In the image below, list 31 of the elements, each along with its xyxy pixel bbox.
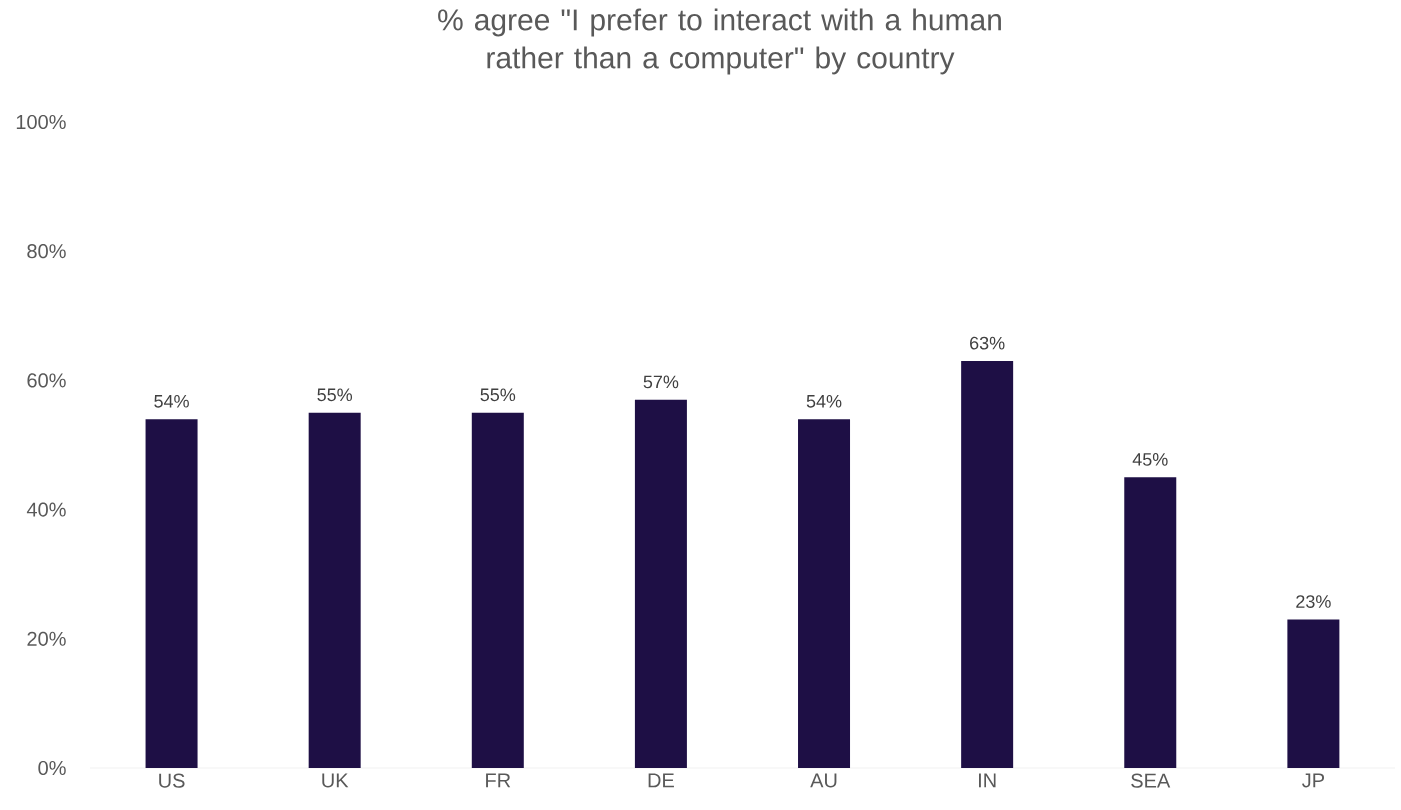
chart-title: % agree "I prefer to interact with a human rather than a computer" by country bbox=[438, 8, 1001, 75]
bar bbox=[634, 399, 687, 768]
x-tick-label: FR bbox=[486, 773, 511, 788]
bar bbox=[1124, 477, 1177, 768]
y-tick-label: 0% bbox=[38, 760, 66, 776]
bar bbox=[1287, 619, 1340, 768]
x-tick-label: JP bbox=[1302, 773, 1324, 788]
data-label: 54% bbox=[806, 394, 842, 408]
data-label: 57% bbox=[643, 375, 679, 389]
x-tick-label: AU bbox=[810, 773, 837, 788]
x-tick-label: DE bbox=[648, 773, 674, 788]
data-label: 63% bbox=[970, 336, 1005, 350]
x-tick-label: IN bbox=[978, 773, 996, 788]
bar bbox=[798, 419, 851, 768]
bar bbox=[308, 412, 361, 768]
data-label: 55% bbox=[317, 388, 353, 402]
data-label: 54% bbox=[154, 394, 189, 408]
bar bbox=[145, 419, 198, 768]
x-tick-label: UK bbox=[322, 773, 349, 788]
bar bbox=[961, 361, 1014, 768]
x-tick-label: US bbox=[159, 773, 185, 788]
y-tick-label: 80% bbox=[27, 244, 66, 259]
y-tick-label: 60% bbox=[27, 373, 66, 388]
y-tick-label: 40% bbox=[26, 502, 66, 517]
y-tick-label: 20% bbox=[27, 631, 66, 646]
data-label: 55% bbox=[480, 388, 516, 402]
data-label: 23% bbox=[1296, 595, 1331, 608]
y-tick-label: 100% bbox=[16, 114, 66, 130]
x-tick-label: SEA bbox=[1131, 773, 1171, 788]
bar bbox=[471, 412, 524, 768]
data-label: 45% bbox=[1132, 453, 1168, 466]
